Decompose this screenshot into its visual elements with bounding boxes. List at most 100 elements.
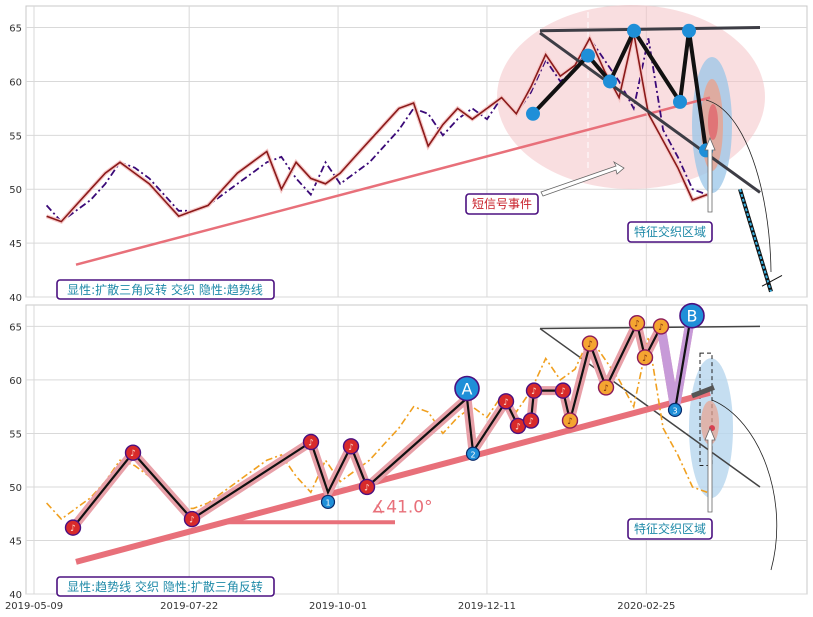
annotation-feature-zone: 特征交织区域 (634, 521, 706, 536)
pattern-point (682, 23, 696, 38)
legend-box (56, 279, 275, 300)
note-glyph: ♪ (189, 516, 195, 526)
pivot-marker (679, 302, 705, 329)
note-glyph: ♪ (603, 384, 609, 394)
note-marker-orange (628, 314, 646, 332)
annotation-arrow (704, 426, 716, 513)
legend-box (56, 576, 275, 597)
y-tick-label: 45 (9, 239, 22, 250)
note-marker-red (497, 393, 515, 410)
note-marker-red (554, 382, 572, 399)
annotation-arrow (704, 136, 716, 213)
pattern-point (627, 23, 641, 38)
note-glyph: ♪ (348, 443, 354, 453)
y-tick-label: 40 (9, 293, 22, 304)
note-glyph: ♪ (515, 422, 521, 432)
triangle-upper-line (539, 26, 761, 33)
y-tick-label: 65 (9, 322, 22, 333)
x-tick-label: 2019-05-09 (5, 601, 63, 612)
pattern-point (526, 106, 540, 121)
feature-zone-inner (708, 104, 718, 140)
numbered-marker-label: 3 (672, 406, 677, 415)
curved-arrow (711, 399, 778, 571)
x-tick-label: 2019-10-01 (309, 601, 367, 612)
note-marker-orange (561, 412, 579, 429)
trend-line (75, 96, 711, 266)
note-glyph: ♪ (70, 524, 76, 534)
pivot-marker (454, 375, 480, 402)
numbered-marker (667, 402, 683, 417)
note-marker-red (358, 478, 376, 496)
note-marker-orange (636, 349, 654, 366)
legend-text: 显性:趋势线 交织 隐性:扩散三角反转 (67, 579, 263, 594)
numbered-marker (465, 446, 481, 461)
note-marker-red (124, 444, 142, 461)
y-tick-label: 60 (9, 376, 22, 387)
x-tick-label: 2019-07-22 (160, 601, 218, 612)
numbered-marker-label: 2 (470, 450, 475, 459)
trend-line (75, 389, 711, 565)
note-glyph: ♪ (658, 323, 664, 333)
y-tick-label: 55 (9, 131, 22, 142)
note-marker-red (183, 510, 201, 528)
note-marker-orange (597, 379, 615, 396)
note-glyph: ♪ (560, 387, 566, 397)
y-tick-label: 55 (9, 429, 22, 440)
note-glyph: ♪ (634, 320, 640, 330)
projection-cyan (739, 188, 772, 292)
numbered-marker (320, 494, 336, 510)
note-marker-red (342, 438, 360, 455)
y-tick-label: 45 (9, 536, 22, 547)
numbered-marker-label: 1 (325, 498, 330, 507)
y-tick-label: 65 (9, 24, 22, 35)
y-tick-label: 60 (9, 77, 22, 88)
x-tick-label: 2019-12-11 (458, 601, 516, 612)
annotation-box (465, 193, 539, 215)
x-tick-label: 2020-02-25 (617, 601, 675, 612)
pivot-marker-label: B (687, 307, 698, 326)
legend-text: 显性:扩散三角反转 交织 隐性:趋势线 (67, 282, 263, 297)
annotation-short-signal: 短信号事件 (472, 197, 532, 211)
note-glyph: ♪ (364, 483, 370, 493)
plot-area (25, 304, 808, 595)
pattern-point (581, 48, 595, 63)
triangle-upper-line (539, 325, 761, 330)
note-glyph: ♪ (308, 439, 314, 449)
pattern-point (673, 94, 687, 109)
note-glyph: ♪ (587, 340, 593, 350)
projection-tick (761, 275, 783, 287)
y-tick-label: 50 (9, 483, 22, 494)
annotation-box (627, 221, 713, 243)
annotation-feature-zone: 特征交织区域 (634, 224, 706, 239)
note-glyph: ♪ (531, 387, 537, 397)
pivot-marker-label: A (462, 379, 473, 398)
note-glyph: ♪ (642, 354, 648, 364)
series-line (45, 36, 708, 223)
annotation-box (627, 518, 713, 540)
note-marker-red (302, 433, 320, 451)
feature-zone-rect (699, 352, 713, 467)
note-glyph: ♪ (567, 417, 573, 427)
pattern-point (603, 74, 617, 89)
angle-label: ∡41.0° (371, 498, 433, 518)
note-marker-red (525, 382, 543, 399)
note-marker-orange (652, 318, 670, 335)
y-tick-label: 50 (9, 185, 22, 196)
note-glyph: ♪ (503, 398, 509, 408)
note-glyph: ♪ (130, 449, 136, 459)
note-marker-red (522, 412, 540, 429)
series-line (46, 32, 708, 223)
note-marker-red (64, 519, 82, 536)
triangle-lower-line (539, 31, 761, 194)
annotation-arrow (540, 160, 625, 197)
end-segment (691, 385, 715, 399)
bottom-panel: 40 45 50 55 60 65 ♪ ♪ ♪ ♪ ♪ ♪ ♪ ♪ ♪ ♪ ♪ ♪ ♪ ♪ ♪ ♪ ♪ 1 2 3 A B ∡41.0°… (5, 302, 808, 612)
y-tick-label: 40 (9, 590, 22, 601)
note-glyph: ♪ (528, 417, 534, 427)
feature-zone-mid (701, 400, 719, 445)
path-line (673, 315, 693, 411)
note-marker-orange (581, 335, 599, 352)
curved-arrow (705, 99, 772, 273)
